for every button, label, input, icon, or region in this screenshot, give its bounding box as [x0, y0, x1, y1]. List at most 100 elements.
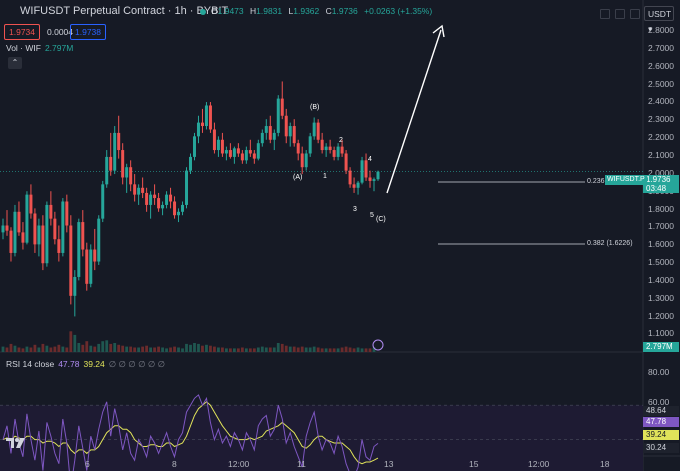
price-axis-label: 1.1000: [648, 328, 674, 339]
candle-body: [145, 192, 149, 205]
rsi-line: [2, 394, 379, 471]
candle-body: [204, 105, 208, 127]
volume-bar: [296, 347, 300, 352]
volume-bar: [73, 334, 77, 352]
volume-bar: [113, 343, 117, 352]
volume-bar: [37, 347, 41, 352]
price-axis-label: 2.7000: [648, 42, 674, 53]
candle-body: [81, 222, 85, 250]
rsi-value: 47.78: [58, 359, 80, 369]
volume-bar: [177, 347, 180, 352]
buy-price-button[interactable]: 1.9738: [70, 24, 106, 40]
candle-body: [157, 198, 161, 209]
maximize-icon[interactable]: [615, 9, 625, 19]
volume-bar: [264, 347, 268, 352]
volume-bar: [276, 343, 280, 352]
volume-bar: [57, 344, 61, 352]
volume-bar: [145, 345, 149, 352]
volume-bar: [312, 346, 316, 352]
volume-bar: [101, 341, 105, 352]
candle-body: [340, 146, 344, 154]
price-axis-label: 2.1000: [648, 149, 674, 160]
volume-bar: [228, 348, 232, 352]
volume-bar: [153, 347, 156, 352]
volume-bar: [129, 346, 133, 352]
collapse-legend-button[interactable]: ⌃: [8, 57, 22, 69]
candle-body: [284, 115, 288, 137]
volume-bar: [304, 347, 308, 352]
ohlc-open-key: O: [211, 6, 218, 16]
candle-body: [149, 194, 153, 205]
candle-body: [216, 139, 220, 151]
volume-bar: [292, 346, 296, 352]
candle-body: [256, 143, 260, 159]
volume-bar: [248, 348, 252, 352]
ohlc-close-value: 1.9736: [331, 6, 358, 16]
candle-body: [348, 170, 352, 185]
ohlc-low-key: L: [288, 6, 294, 16]
candle-body: [9, 230, 13, 253]
volume-bar: [240, 347, 244, 352]
volume-bar: [69, 331, 73, 352]
candle-body: [17, 211, 21, 233]
volume-bar: [77, 343, 81, 352]
candle-body: [332, 150, 336, 157]
rsi-tag-current: 47.78: [643, 417, 679, 427]
volume-bar: [125, 346, 129, 352]
volume-bar: [260, 346, 264, 352]
projection-arrow-head: [432, 24, 445, 38]
layout-icon[interactable]: [600, 9, 610, 19]
settings-icon[interactable]: [630, 9, 640, 19]
candle-body: [105, 156, 109, 185]
symbol-title[interactable]: WIFUSDT Perpetual Contract · 1h · BYBIT: [20, 5, 229, 17]
ohlc-legend: O1.9473 H1.9831 L1.9362 C1.9736 +0.0263 …: [211, 6, 432, 16]
candle-body: [173, 201, 177, 216]
volume-legend-value: 2.797M: [44, 43, 74, 53]
candle-body: [117, 132, 121, 151]
candle-body: [89, 249, 93, 284]
volume-bar: [53, 346, 57, 352]
volume-bar: [173, 346, 176, 352]
volume-bar: [272, 347, 276, 352]
volume-bar: [17, 347, 21, 352]
rsi-band: [0, 405, 643, 471]
volume-marker: [372, 339, 384, 351]
candle-body: [161, 204, 165, 209]
ohlc-low-value: 1.9362: [293, 6, 320, 16]
volume-bar: [352, 348, 356, 352]
candle-body: [65, 201, 69, 226]
last-price-tag: 1.9736 03:48: [643, 175, 679, 193]
volume-bar: [45, 345, 49, 352]
wave-label-b: (B): [310, 104, 320, 111]
time-label-1200: 12:00: [228, 459, 250, 469]
volume-bar: [141, 346, 145, 352]
candle-body: [121, 150, 125, 178]
candle-body: [260, 132, 264, 144]
currency-selector[interactable]: USDT ▾: [644, 6, 674, 34]
volume-bar: [356, 347, 360, 352]
candle-body: [236, 148, 240, 154]
volume-bar: [61, 346, 65, 352]
rsi-tag-48: 48.64: [643, 406, 679, 416]
volume-bar: [268, 347, 272, 352]
wave-label-1: 1: [323, 173, 327, 180]
ohlc-high-value: 1.9831: [256, 6, 283, 16]
candle-body: [248, 150, 252, 154]
volume-bar: [236, 348, 240, 352]
bar-countdown: 03:48: [646, 184, 667, 193]
wave-label-c: (C): [376, 216, 386, 223]
price-axis-label: 2.2000: [648, 132, 674, 143]
ohlc-open-value: 1.9473: [217, 6, 244, 16]
candle-body: [29, 194, 33, 214]
volume-bar: [149, 347, 153, 352]
tradingview-logo-icon[interactable]: [6, 436, 28, 450]
volume-bar: [165, 348, 168, 352]
volume-bar: [161, 347, 164, 352]
candle-body: [189, 156, 192, 171]
volume-bar: [117, 344, 121, 352]
sell-price-button[interactable]: 1.9734: [4, 24, 40, 40]
price-axis-label: 2.4000: [648, 96, 674, 107]
volume-bar: [340, 347, 344, 352]
volume-bar: [33, 344, 37, 352]
